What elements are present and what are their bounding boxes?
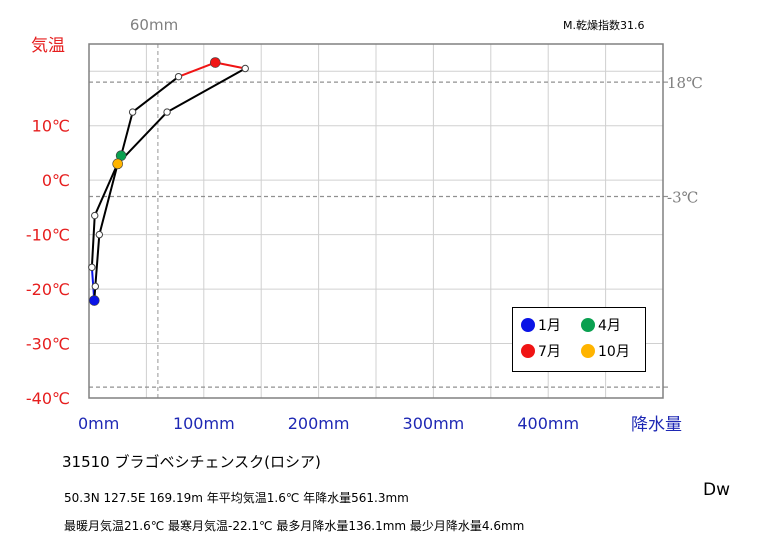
station-extremes-summary: 最暖月気温21.6℃ 最寒月気温-22.1℃ 最多月降水量136.1mm 最少月…	[64, 519, 525, 533]
data-point	[95, 230, 104, 239]
data-points	[88, 57, 249, 306]
axis-labels: 10℃ 0℃ -10℃ -20℃ -30℃ -40℃ 気温 0mm 100mm 200mm 300m…	[26, 18, 682, 435]
data-point	[174, 72, 183, 81]
data-point	[91, 282, 100, 291]
series-segment	[90, 214, 96, 269]
x-tick-label: 200mm	[288, 414, 350, 433]
series-segment	[131, 75, 180, 114]
legend-label-jan: 1月	[538, 318, 561, 334]
data-point	[163, 108, 171, 116]
y-tick-label: -20℃	[26, 280, 70, 299]
data-point	[91, 211, 99, 220]
y-tick-label: 10℃	[32, 117, 70, 136]
climate-class: Dw	[703, 480, 730, 500]
data-point	[88, 263, 96, 271]
data-point	[241, 64, 249, 73]
legend-label-oct: 10月	[598, 344, 630, 360]
dryness-index: M.乾燥指数31.6	[563, 18, 644, 32]
station-name: 31510 ブラゴベシチェンスク(ロシア)	[62, 453, 321, 471]
ref-label-y: -3℃	[667, 188, 698, 206]
data-point-highlight	[112, 158, 123, 170]
legend-item-jan: 1月	[521, 315, 561, 335]
x-tick-label: 100mm	[173, 414, 235, 433]
legend-dot-jul	[521, 344, 535, 358]
x-tick-label: 300mm	[403, 414, 465, 433]
legend-dot-jan	[521, 318, 535, 332]
x-tick-label: 0mm	[78, 414, 119, 433]
data-point	[128, 108, 137, 116]
ref-label-x: 60mm	[130, 16, 178, 34]
legend-dot-apr	[581, 318, 595, 332]
series-segment	[177, 61, 217, 78]
series-segment	[166, 67, 247, 114]
series-curve	[90, 61, 247, 302]
reference-lines: 18℃ -3℃ 60mm	[89, 16, 703, 398]
y-tick-label: 0℃	[42, 171, 70, 190]
station-location-summary: 50.3N 127.5E 169.19m 年平均気温1.6℃ 年降水量561.3…	[64, 491, 409, 505]
legend: 1月 4月 7月 10月	[512, 307, 646, 372]
y-axis-title: 気温	[31, 36, 65, 56]
x-tick-label: 400mm	[517, 414, 579, 433]
series-segment	[98, 162, 119, 236]
x-axis-title: 降水量	[631, 415, 682, 435]
series-segment	[94, 233, 101, 288]
plot-frame	[88, 43, 664, 399]
legend-label-jul: 7月	[538, 344, 561, 360]
ref-label-y: 18℃	[667, 74, 703, 92]
legend-label-apr: 4月	[598, 318, 621, 334]
y-tick-label: -40℃	[26, 389, 70, 408]
legend-item-apr: 4月	[581, 315, 621, 335]
legend-item-oct: 10月	[581, 341, 630, 361]
legend-dot-oct	[581, 344, 595, 358]
data-point-highlight	[209, 57, 221, 68]
y-tick-label: -10℃	[26, 226, 70, 245]
series-segment	[120, 111, 134, 157]
y-tick-label: -30℃	[26, 335, 70, 354]
legend-item-jul: 7月	[521, 341, 561, 361]
data-point-highlight	[88, 295, 100, 306]
